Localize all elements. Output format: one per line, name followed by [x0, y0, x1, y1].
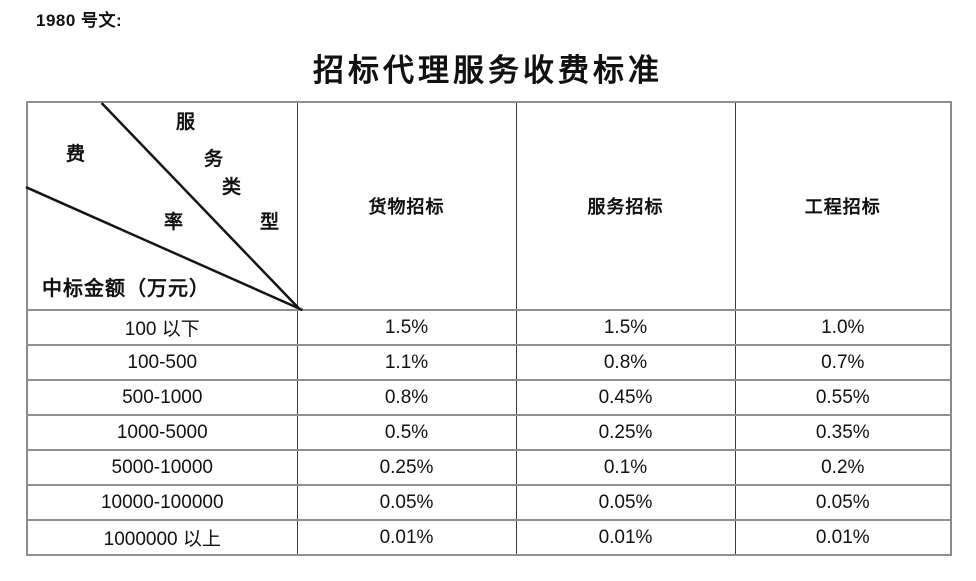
table-row: 500-1000 0.8% 0.45% 0.55% — [26, 379, 952, 416]
fee-standard-table: 服 务 类 型 费 率 中标金额（万元） 货物招标 服务招标 工程招标 100 … — [25, 101, 952, 556]
table-row: 100 以下 1.5% 1.5% 1.0% — [26, 309, 952, 346]
fee-value-cell: 1.5% — [515, 309, 736, 346]
fee-value-cell: 0.8% — [515, 344, 736, 381]
fee-value-cell: 0.45% — [515, 379, 736, 416]
fee-value-cell: 1.1% — [296, 344, 517, 381]
corner-header-cell: 服 务 类 型 费 率 中标金额（万元） — [25, 101, 303, 312]
fee-value-cell: 0.8% — [296, 379, 517, 416]
row-label-cell: 5000-10000 — [26, 449, 298, 486]
table-header-row: 服 务 类 型 费 率 中标金额（万元） 货物招标 服务招标 工程招标 — [25, 101, 952, 312]
fee-value-cell: 0.01% — [734, 519, 952, 556]
fee-value-cell: 0.1% — [515, 449, 736, 486]
fee-value-cell: 0.05% — [296, 484, 517, 521]
row-label-cell: 100-500 — [26, 344, 298, 381]
fee-value-cell: 0.25% — [515, 414, 736, 451]
row-label-cell: 1000000 以上 — [26, 519, 298, 556]
table-row: 100-500 1.1% 0.8% 0.7% — [26, 344, 952, 381]
fee-value-cell: 0.55% — [734, 379, 952, 416]
row-label-cell: 10000-100000 — [26, 484, 298, 521]
table-row: 1000-5000 0.5% 0.25% 0.35% — [26, 414, 952, 451]
row-label-cell: 500-1000 — [26, 379, 298, 416]
column-header-services: 服务招标 — [515, 101, 736, 311]
fee-value-cell: 0.01% — [296, 519, 517, 556]
bid-amount-label: 中标金额（万元） — [42, 278, 210, 300]
column-header-works: 工程招标 — [734, 101, 952, 311]
fee-value-cell: 0.7% — [734, 344, 952, 381]
table-row: 5000-10000 0.25% 0.1% 0.2% — [26, 449, 952, 486]
service-type-char-2: 类 — [222, 177, 242, 198]
row-label-cell: 1000-5000 — [26, 414, 298, 451]
table-row: 1000000 以上 0.01% 0.01% 0.01% — [26, 519, 952, 556]
service-type-char-3: 型 — [260, 212, 280, 233]
service-type-char-1: 务 — [204, 149, 224, 170]
fee-value-cell: 0.01% — [515, 519, 736, 556]
service-type-char-0: 服 — [176, 112, 196, 133]
page-title: 招标代理服务收费标准 — [313, 53, 663, 88]
fee-value-cell: 1.5% — [296, 309, 517, 346]
fee-rate-char-0: 费 — [66, 144, 86, 165]
fee-value-cell: 0.05% — [734, 484, 952, 521]
fee-value-cell: 0.35% — [734, 414, 952, 451]
column-header-goods: 货物招标 — [296, 101, 517, 311]
table-row: 10000-100000 0.05% 0.05% 0.05% — [26, 484, 952, 521]
fee-value-cell: 0.5% — [296, 414, 517, 451]
fee-value-cell: 0.2% — [734, 449, 952, 486]
fee-rate-char-1: 率 — [164, 212, 184, 233]
doc-number: 1980 号文: — [36, 11, 123, 30]
row-label-cell: 100 以下 — [26, 309, 298, 346]
fee-value-cell: 1.0% — [734, 309, 952, 346]
fee-value-cell: 0.05% — [515, 484, 736, 521]
fee-value-cell: 0.25% — [296, 449, 517, 486]
diagonal-divider-lines — [25, 102, 303, 312]
